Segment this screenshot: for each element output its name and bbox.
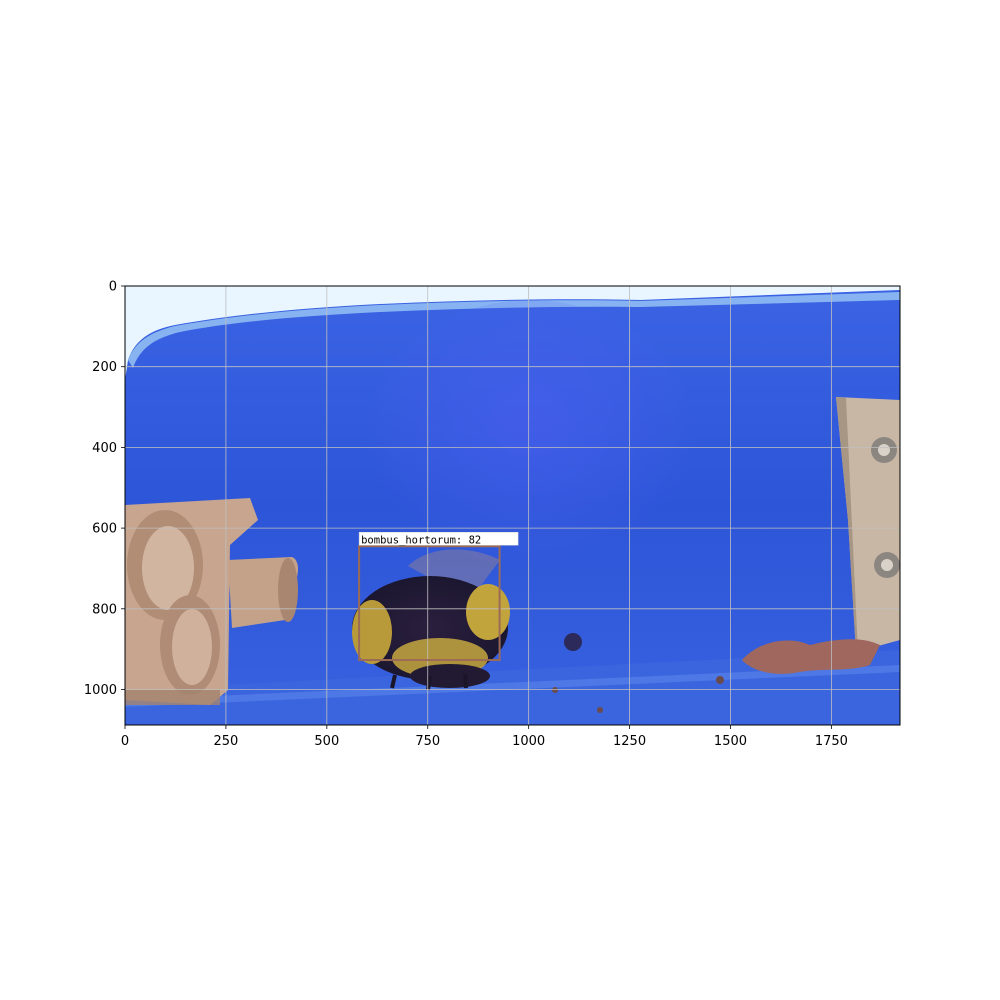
y-tick-label: 600 — [92, 522, 117, 537]
axes-frame — [124, 285, 901, 726]
y-tick-label: 800 — [92, 602, 117, 617]
y-tick-label: 200 — [92, 360, 117, 375]
y-axis: 0 200 400 600 800 1000 — [84, 280, 125, 698]
y-tick-label: 1000 — [84, 683, 117, 698]
x-tick-label: 250 — [213, 734, 238, 749]
x-tick-label: 1250 — [613, 734, 646, 749]
x-axis: 0 250 500 750 1000 1250 1500 1750 — [121, 725, 848, 749]
detection-label-background — [358, 532, 519, 546]
x-tick-label: 1750 — [815, 734, 848, 749]
bumblebee — [352, 549, 510, 691]
x-tick-label: 750 — [415, 734, 440, 749]
y-tick-label: 400 — [92, 441, 117, 456]
x-tick-label: 0 — [121, 734, 129, 749]
floor-debris — [552, 633, 880, 713]
photo — [125, 286, 900, 725]
metal-bracket — [836, 397, 900, 652]
detection-label: bombus_hortorum: 82 — [361, 534, 481, 546]
x-tick-label: 1000 — [512, 734, 545, 749]
y-tick-label: 0 — [109, 280, 117, 295]
x-tick-label: 1500 — [714, 734, 747, 749]
x-tick-label: 500 — [314, 734, 339, 749]
detection-box — [358, 545, 501, 662]
bamboo-tubes — [125, 498, 298, 705]
